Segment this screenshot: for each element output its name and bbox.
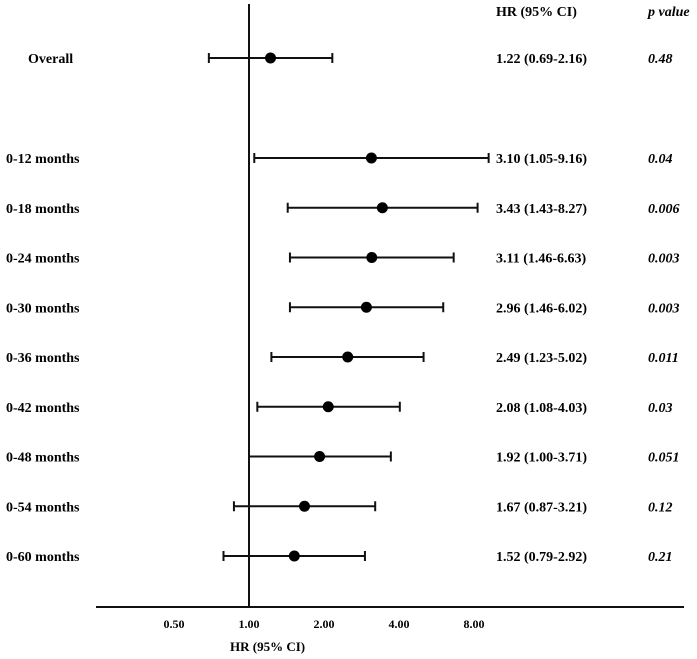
hr-point [322, 401, 334, 413]
row-label: 0-24 months [6, 252, 80, 267]
row-label: Overall [28, 52, 73, 67]
forest-row: 0-12 months 3.10 (1.05-9.16) 0.04 [6, 152, 673, 167]
x-tick-label: 4.00 [389, 617, 410, 631]
forest-row: 0-42 months 2.08 (1.08-4.03) 0.03 [6, 401, 673, 416]
forest-row: Overall 1.22 (0.69-2.16) 0.48 [28, 52, 673, 67]
row-label: 0-12 months [6, 152, 80, 167]
hr-ci-text: 1.67 (0.87-3.21) [496, 500, 587, 515]
p-value-text: 0.006 [648, 202, 680, 217]
forest-row: 0-18 months 3.43 (1.43-8.27) 0.006 [6, 202, 680, 217]
hr-ci-text: 2.49 (1.23-5.02) [496, 351, 587, 366]
hr-point [376, 202, 388, 214]
hr-point [314, 451, 326, 462]
hr-ci-text: 3.11 (1.46-6.63) [496, 252, 587, 267]
row-label: 0-48 months [6, 451, 80, 466]
hr-point [365, 152, 377, 164]
row-label: 0-42 months [6, 401, 80, 416]
x-tick-label: 0.50 [164, 617, 185, 631]
forest-row: 0-36 months 2.49 (1.23-5.02) 0.011 [6, 351, 679, 366]
hr-ci-text: 1.22 (0.69-2.16) [496, 52, 587, 67]
x-tick-label: 8.00 [464, 617, 485, 631]
p-value-text: 0.011 [648, 351, 679, 366]
hr-column-header: HR (95% CI) [496, 5, 577, 20]
hr-ci-text: 3.10 (1.05-9.16) [496, 152, 587, 167]
x-tick-label: 1.00 [239, 617, 260, 631]
hr-point [288, 550, 300, 562]
hr-point [342, 351, 354, 363]
row-label: 0-18 months [6, 202, 80, 217]
p-value-text: 0.051 [648, 451, 680, 466]
p-value-text: 0.48 [648, 52, 673, 67]
p-value-text: 0.03 [648, 401, 673, 416]
hr-point [265, 52, 277, 64]
row-label: 0-60 months [6, 550, 80, 565]
forest-row: 0-48 months 1.92 (1.00-3.71) 0.051 [6, 451, 680, 466]
rows-layer: Overall 1.22 (0.69-2.16) 0.48 0-12 months 3.… [6, 52, 680, 565]
p-value-text: 0.21 [648, 550, 673, 565]
hr-point [360, 301, 372, 313]
row-label: 0-30 months [6, 301, 80, 316]
hr-ci-text: 2.96 (1.46-6.02) [496, 301, 587, 316]
p-value-text: 0.12 [648, 500, 673, 515]
hr-ci-text: 1.52 (0.79-2.92) [496, 550, 587, 565]
row-label: 0-36 months [6, 351, 80, 366]
forest-row: 0-60 months 1.52 (0.79-2.92) 0.21 [6, 550, 673, 565]
x-tick-label: 2.00 [314, 617, 335, 631]
p-column-header: p value [647, 5, 690, 20]
p-value-text: 0.04 [648, 152, 673, 167]
hr-ci-text: 2.08 (1.08-4.03) [496, 401, 587, 416]
row-label: 0-54 months [6, 500, 80, 515]
x-axis: 0.50 1.00 2.00 4.00 8.00 [96, 4, 684, 631]
hr-point [298, 500, 310, 512]
p-value-text: 0.003 [648, 301, 680, 316]
forest-row: 0-54 months 1.67 (0.87-3.21) 0.12 [6, 500, 673, 515]
x-axis-label: HR (95% CI) [230, 639, 305, 654]
forest-row: 0-24 months 3.11 (1.46-6.63) 0.003 [6, 252, 680, 267]
hr-ci-text: 1.92 (1.00-3.71) [496, 451, 587, 466]
p-value-text: 0.003 [648, 252, 680, 267]
forest-row: 0-30 months 2.96 (1.46-6.02) 0.003 [6, 301, 680, 316]
hr-ci-text: 3.43 (1.43-8.27) [496, 202, 587, 217]
hr-point [366, 252, 378, 263]
